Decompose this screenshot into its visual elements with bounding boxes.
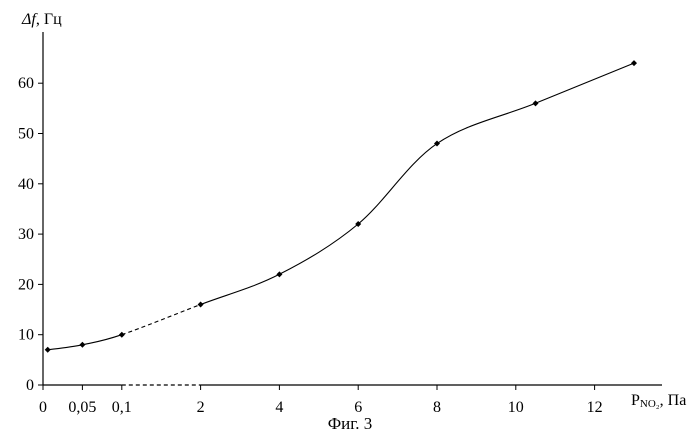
y-tick-label: 0 [26,377,34,394]
series-line-dashed [122,305,201,335]
ticks: 010203040506000,050,124681012 [18,75,603,416]
y-tick-label: 30 [18,226,34,243]
axes [43,32,662,385]
data-point [533,100,539,106]
series [48,63,634,350]
y-tick-label: 40 [18,176,34,193]
y-tick-label: 10 [18,327,34,344]
x-axis-subscript: NO₂ [640,398,660,410]
y-tick-label: 50 [18,126,34,143]
data-point [276,271,282,277]
data-point [79,342,85,348]
x-axis-title: PNO₂, Па [631,392,686,410]
data-point [631,60,637,66]
x-axis-unit: , Па [660,392,687,409]
y-tick-label: 20 [18,276,34,293]
y-axis-title: Δf, Гц [21,11,62,28]
y-tick-label: 60 [18,75,34,92]
data-point [198,302,204,308]
series-line [48,63,634,350]
data-point [119,332,125,338]
data-points [45,60,637,353]
y-axis-unit: , Гц [36,11,62,28]
figure-caption: Фиг. 3 [0,414,700,434]
x-axis-symbol: P [631,392,640,409]
data-point [45,347,51,353]
